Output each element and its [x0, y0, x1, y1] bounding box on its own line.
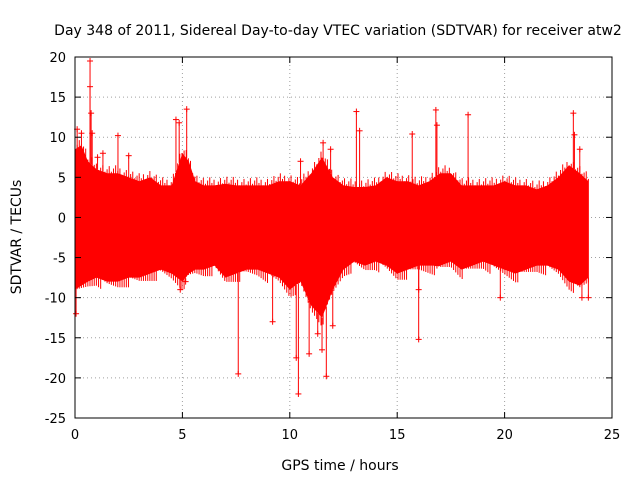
- outlier-point: [269, 275, 276, 325]
- outlier-point: [578, 283, 585, 301]
- outlier-point: [87, 83, 94, 164]
- y-axis-ticks: -25 -20 -15 -10 -5 0 5 10 15 20: [45, 51, 612, 427]
- outlier-point: [323, 306, 330, 380]
- outlier-point: [585, 277, 592, 301]
- outlier-point: [432, 106, 439, 177]
- outlier-point: [353, 108, 360, 187]
- outlier-point: [125, 152, 132, 178]
- x-axis-ticks: 0 5 10 15 20 25: [71, 57, 620, 443]
- x-tick-label: 20: [496, 428, 513, 443]
- y-tick-label: 5: [58, 171, 66, 186]
- y-axis-label: SDTVAR / TECUs: [9, 180, 25, 295]
- y-tick-label: -10: [45, 292, 66, 307]
- outlier-point: [88, 110, 95, 165]
- outlier-point: [172, 116, 179, 173]
- outlier-point: [73, 288, 80, 317]
- x-tick-label: 5: [178, 428, 186, 443]
- y-tick-label: 0: [58, 211, 66, 226]
- x-tick-label: 0: [71, 428, 79, 443]
- x-tick-label: 15: [389, 428, 406, 443]
- outlier-point: [571, 131, 578, 170]
- outlier-point: [295, 283, 302, 397]
- outlier-point: [89, 130, 96, 166]
- y-tick-label: -15: [45, 332, 66, 347]
- outlier-point: [314, 312, 321, 337]
- outlier-point: [465, 111, 472, 186]
- outlier-point: [177, 280, 184, 293]
- outlier-point: [497, 267, 504, 301]
- y-tick-label: -25: [45, 412, 66, 427]
- chart-title: Day 348 of 2011, Sidereal Day-to-day VTE…: [54, 23, 622, 39]
- outlier-point: [182, 277, 189, 285]
- x-tick-label: 25: [604, 428, 621, 443]
- outlier-point: [327, 146, 334, 174]
- outlier-point: [183, 106, 190, 159]
- outlier-point: [433, 262, 440, 269]
- outlier-point: [356, 127, 363, 187]
- plot-frame: [74, 56, 613, 419]
- data-series: [73, 58, 592, 397]
- x-tick-label: 10: [282, 428, 299, 443]
- outlier-point: [433, 122, 440, 176]
- outlier-point: [415, 265, 422, 293]
- outlier-point: [319, 317, 326, 353]
- outlier-point: [94, 154, 101, 170]
- outlier-point: [114, 132, 121, 174]
- y-tick-label: 10: [49, 131, 66, 146]
- outlier-point: [570, 110, 577, 169]
- outlier-point: [235, 272, 242, 377]
- outlier-point: [297, 158, 304, 186]
- outlier-point: [99, 150, 106, 172]
- outlier-point: [176, 119, 183, 163]
- outlier-point: [329, 289, 336, 329]
- y-tick-label: 15: [49, 91, 66, 106]
- x-axis-label: GPS time / hours: [281, 458, 398, 474]
- outlier-point: [306, 300, 313, 357]
- y-tick-label: 20: [49, 51, 66, 66]
- outlier-point: [78, 130, 85, 146]
- outlier-point: [409, 131, 416, 183]
- y-tick-label: -5: [53, 252, 66, 267]
- outlier-point: [320, 139, 327, 160]
- outlier-point: [576, 146, 583, 174]
- y-tick-label: -20: [45, 372, 66, 387]
